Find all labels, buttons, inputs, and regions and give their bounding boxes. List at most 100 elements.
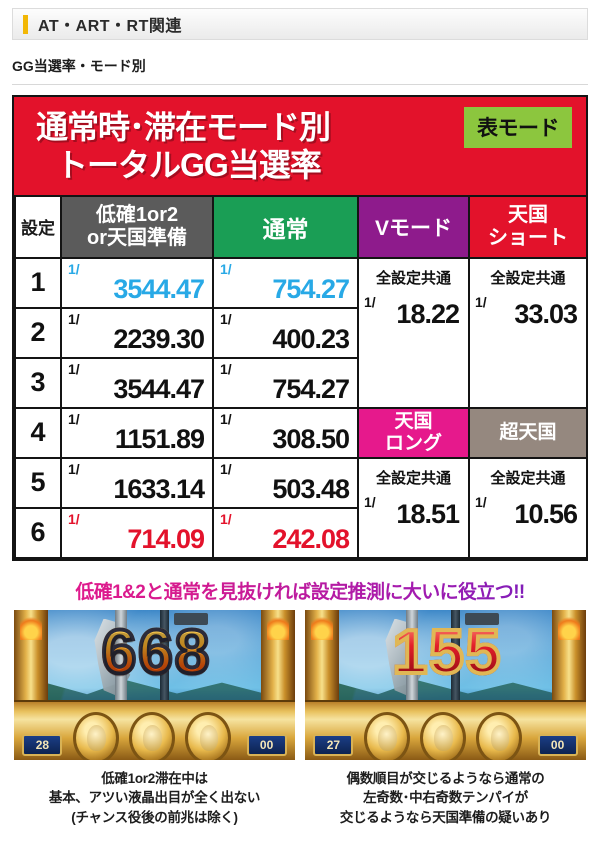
teikaku-rate-cell: 1/ 3544.47 bbox=[60, 256, 214, 309]
teikaku-rate-cell: 1/ 1633.14 bbox=[60, 456, 214, 509]
setting-number: 6 bbox=[14, 506, 62, 559]
fraction-prefix: 1/ bbox=[364, 493, 376, 510]
setting-number: 2 bbox=[14, 306, 62, 359]
fraction-prefix: 1/ bbox=[68, 510, 80, 527]
table-header-row: 設定 低確1or2 or天国準備 通常 Vモード 天国 ショート bbox=[14, 194, 588, 259]
fraction-prefix: 1/ bbox=[364, 293, 376, 310]
tsujo-rate-cell: 1/ 503.48 bbox=[212, 456, 359, 509]
caption-left-line3: (チャンス役後の前兆は除く) bbox=[71, 809, 238, 825]
teikaku-rate-value: 714.09 bbox=[127, 523, 205, 554]
page-title: GG当選率・モード別 bbox=[12, 58, 146, 74]
fraction-prefix: 1/ bbox=[220, 310, 232, 327]
divider bbox=[12, 84, 588, 85]
panel-title-banner: 通常時･滞在モード別 表モード トータルGG当選率 bbox=[14, 97, 586, 195]
panel-title-line1: 通常時･滞在モード別 bbox=[36, 109, 331, 146]
counter-right: 00 bbox=[246, 734, 287, 757]
caption-right-line2: 左奇数･中右奇数テンパイが bbox=[363, 790, 528, 806]
reel-digits-right: 1 5 5 bbox=[305, 617, 586, 687]
shared-label: 全設定共通 bbox=[490, 469, 566, 487]
header-teikaku: 低確1or2 or天国準備 bbox=[60, 194, 214, 259]
shared-label: 全設定共通 bbox=[375, 269, 451, 287]
tsujo-rate-value: 242.08 bbox=[272, 523, 350, 554]
reel-digit: 5 bbox=[427, 617, 466, 687]
medal-symbol-icon bbox=[73, 711, 119, 760]
medal-symbol-icon bbox=[476, 711, 523, 760]
fraction-prefix: 1/ bbox=[68, 460, 80, 477]
tsujo-rate-value: 754.27 bbox=[272, 373, 350, 404]
fraction-prefix: 1/ bbox=[68, 360, 80, 377]
medal-symbol-icon bbox=[364, 711, 410, 760]
tsujo-rate-value: 400.23 bbox=[272, 323, 350, 354]
setting-number: 4 bbox=[14, 406, 62, 459]
reel-digit: 8 bbox=[173, 617, 212, 687]
tsujo-rate-value: 754.27 bbox=[272, 273, 350, 304]
fraction-prefix: 1/ bbox=[475, 293, 487, 310]
teikaku-rate-cell: 1/ 3544.47 bbox=[60, 356, 214, 409]
table-row: 6 1/ 714.09 1/ 242.08 bbox=[14, 506, 587, 559]
torch-flame-icon bbox=[558, 613, 580, 640]
stone-pillar bbox=[115, 609, 128, 703]
tsujo-rate-value: 503.48 bbox=[272, 473, 350, 504]
reel-digit: 5 bbox=[464, 617, 503, 687]
dark-pillar bbox=[160, 609, 170, 703]
header-tengoku-short-line2: ショート bbox=[488, 226, 568, 249]
slot-screen-left-image: 6 6 8 28 00 bbox=[14, 609, 295, 760]
gallery-item-right: 1 5 5 27 00 偶数順目が交じるようなら通常の 左奇数･中右奇数テンパイ… bbox=[305, 609, 586, 828]
header-tsujo: 通常 bbox=[212, 194, 359, 259]
dark-pillar bbox=[451, 609, 461, 703]
tengoku-long-shared-value: 18.51 bbox=[396, 498, 460, 529]
reel-band: 28 00 bbox=[14, 699, 295, 760]
teikaku-rate-cell: 1/ 714.09 bbox=[60, 506, 214, 559]
table-row: 3 1/ 3544.47 1/ 754.27 bbox=[14, 356, 587, 409]
teikaku-rate-value: 1151.89 bbox=[114, 423, 205, 454]
vmode-shared-value-top: 18.22 bbox=[396, 298, 460, 329]
teikaku-rate-value: 2239.30 bbox=[113, 323, 205, 354]
teikaku-rate-value: 3544.47 bbox=[113, 273, 205, 304]
gallery-item-left: 6 6 8 28 00 低確1or2滞在中は 基本、アツい液晶出目が全く出ない … bbox=[14, 609, 295, 828]
torch-flame-icon bbox=[20, 613, 42, 640]
fraction-prefix: 1/ bbox=[220, 510, 232, 527]
header-tengoku-short-line1: 天国 bbox=[508, 204, 548, 227]
caption-left: 低確1or2滞在中は 基本、アツい液晶出目が全く出ない (チャンス役後の前兆は除… bbox=[14, 769, 295, 828]
chou-tengoku-shared-value: 10.56 bbox=[514, 498, 578, 529]
fraction-prefix: 1/ bbox=[68, 310, 80, 327]
header-chou-tengoku: 超天国 bbox=[468, 406, 588, 459]
teikaku-rate-value: 1633.14 bbox=[113, 473, 205, 504]
setting-number: 3 bbox=[14, 356, 62, 409]
tengoku-short-shared-cell-top: 全設定共通 1/ 33.03 bbox=[468, 256, 588, 409]
counter-left: 28 bbox=[22, 734, 63, 757]
fraction-prefix: 1/ bbox=[220, 410, 232, 427]
accent-bar-icon bbox=[23, 14, 28, 34]
header-teikaku-line2: or天国準備 bbox=[87, 226, 187, 249]
medal-symbol-icon bbox=[185, 711, 232, 760]
header-vmode: Vモード bbox=[357, 194, 470, 259]
fraction-prefix: 1/ bbox=[68, 260, 80, 277]
vmode-shared-cell-top: 全設定共通 1/ 18.22 bbox=[357, 256, 470, 409]
gg-rate-table: 設定 低確1or2 or天国準備 通常 Vモード 天国 ショート 1 1/ bbox=[14, 194, 588, 559]
fraction-prefix: 1/ bbox=[220, 460, 232, 477]
header-tengoku-long: 天国 ロング bbox=[357, 406, 470, 459]
tsujo-rate-cell: 1/ 308.50 bbox=[212, 406, 359, 459]
tsujo-rate-value: 308.50 bbox=[272, 423, 350, 454]
table-row: 4 1/ 1151.89 1/ 308.50 天国 ロング bbox=[14, 406, 588, 459]
header-teikaku-line1: 低確1or2 bbox=[95, 204, 179, 227]
reel-digit: 6 bbox=[136, 617, 175, 687]
mode-badge: 表モード bbox=[464, 107, 572, 148]
hammer-ornament-icon bbox=[174, 612, 209, 625]
gg-rate-panel: 通常時･滞在モード別 表モード トータルGG当選率 設定 低確1or2 or天国… bbox=[12, 95, 588, 561]
tengoku-long-shared-cell: 全設定共通 1/ 18.51 bbox=[357, 456, 470, 559]
teikaku-rate-cell: 1/ 2239.30 bbox=[60, 306, 214, 359]
caption-left-line2: 基本、アツい液晶出目が全く出ない bbox=[48, 790, 261, 806]
reel-digits-left: 6 6 8 bbox=[14, 617, 295, 687]
fraction-prefix: 1/ bbox=[68, 410, 80, 427]
medal-symbol-icon bbox=[129, 711, 176, 760]
category-label: AT・ART・RT関連 bbox=[38, 18, 182, 35]
slot-screen-right-image: 1 5 5 27 00 bbox=[305, 609, 586, 760]
table-row: 2 1/ 2239.30 1/ 400.23 bbox=[14, 306, 587, 359]
header-setting: 設定 bbox=[14, 194, 62, 259]
hammer-ornament-icon bbox=[465, 612, 500, 625]
screenshot-gallery: 6 6 8 28 00 低確1or2滞在中は 基本、アツい液晶出目が全く出ない … bbox=[14, 609, 586, 828]
header-tengoku-short: 天国 ショート bbox=[468, 194, 588, 259]
caption-left-line1: 低確1or2滞在中は bbox=[101, 770, 208, 786]
table-row: 1 1/ 3544.47 1/ 754.27 全設定共通 1 bbox=[14, 256, 588, 409]
